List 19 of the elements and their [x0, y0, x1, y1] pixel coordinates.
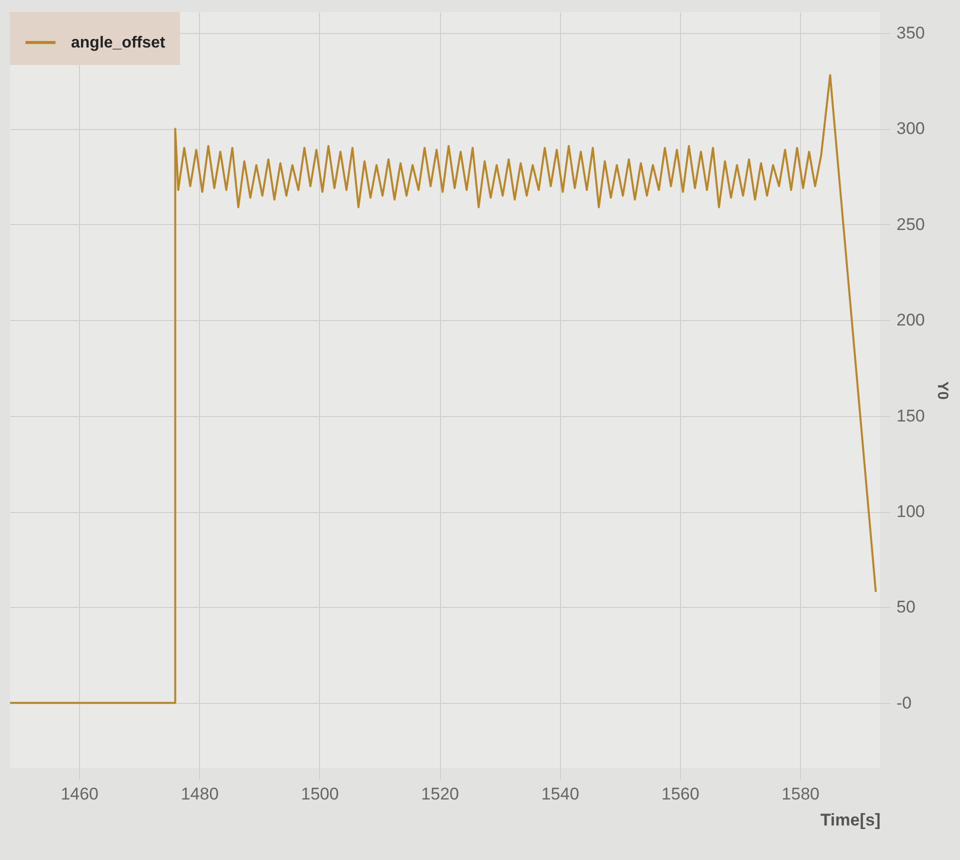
line-series [10, 74, 877, 704]
y-tick-label: 150 [896, 406, 925, 426]
y-tick-label: 50 [896, 598, 916, 617]
y-axis-title: Y0 [934, 381, 951, 400]
x-tick-label: 1560 [662, 784, 700, 804]
legend-label: angle_offset [71, 34, 166, 52]
x-tick-label: 1460 [60, 784, 99, 804]
y-tick-label: 200 [896, 310, 925, 330]
y-tick-label: 250 [896, 214, 925, 234]
x-tick-label: 1580 [782, 784, 820, 804]
y-tick-label: 300 [896, 119, 925, 138]
x-tick-label: 1500 [301, 784, 339, 804]
x-tick-label: 1520 [421, 784, 460, 804]
x-tick-label: 1480 [180, 784, 219, 804]
y-tick-label: 100 [896, 502, 925, 522]
y-tick-label: 350 [896, 24, 925, 43]
x-axis-title: Time[s] [820, 810, 880, 830]
y-tick-label: -0 [896, 693, 912, 712]
x-tick-label: 1540 [541, 784, 580, 804]
